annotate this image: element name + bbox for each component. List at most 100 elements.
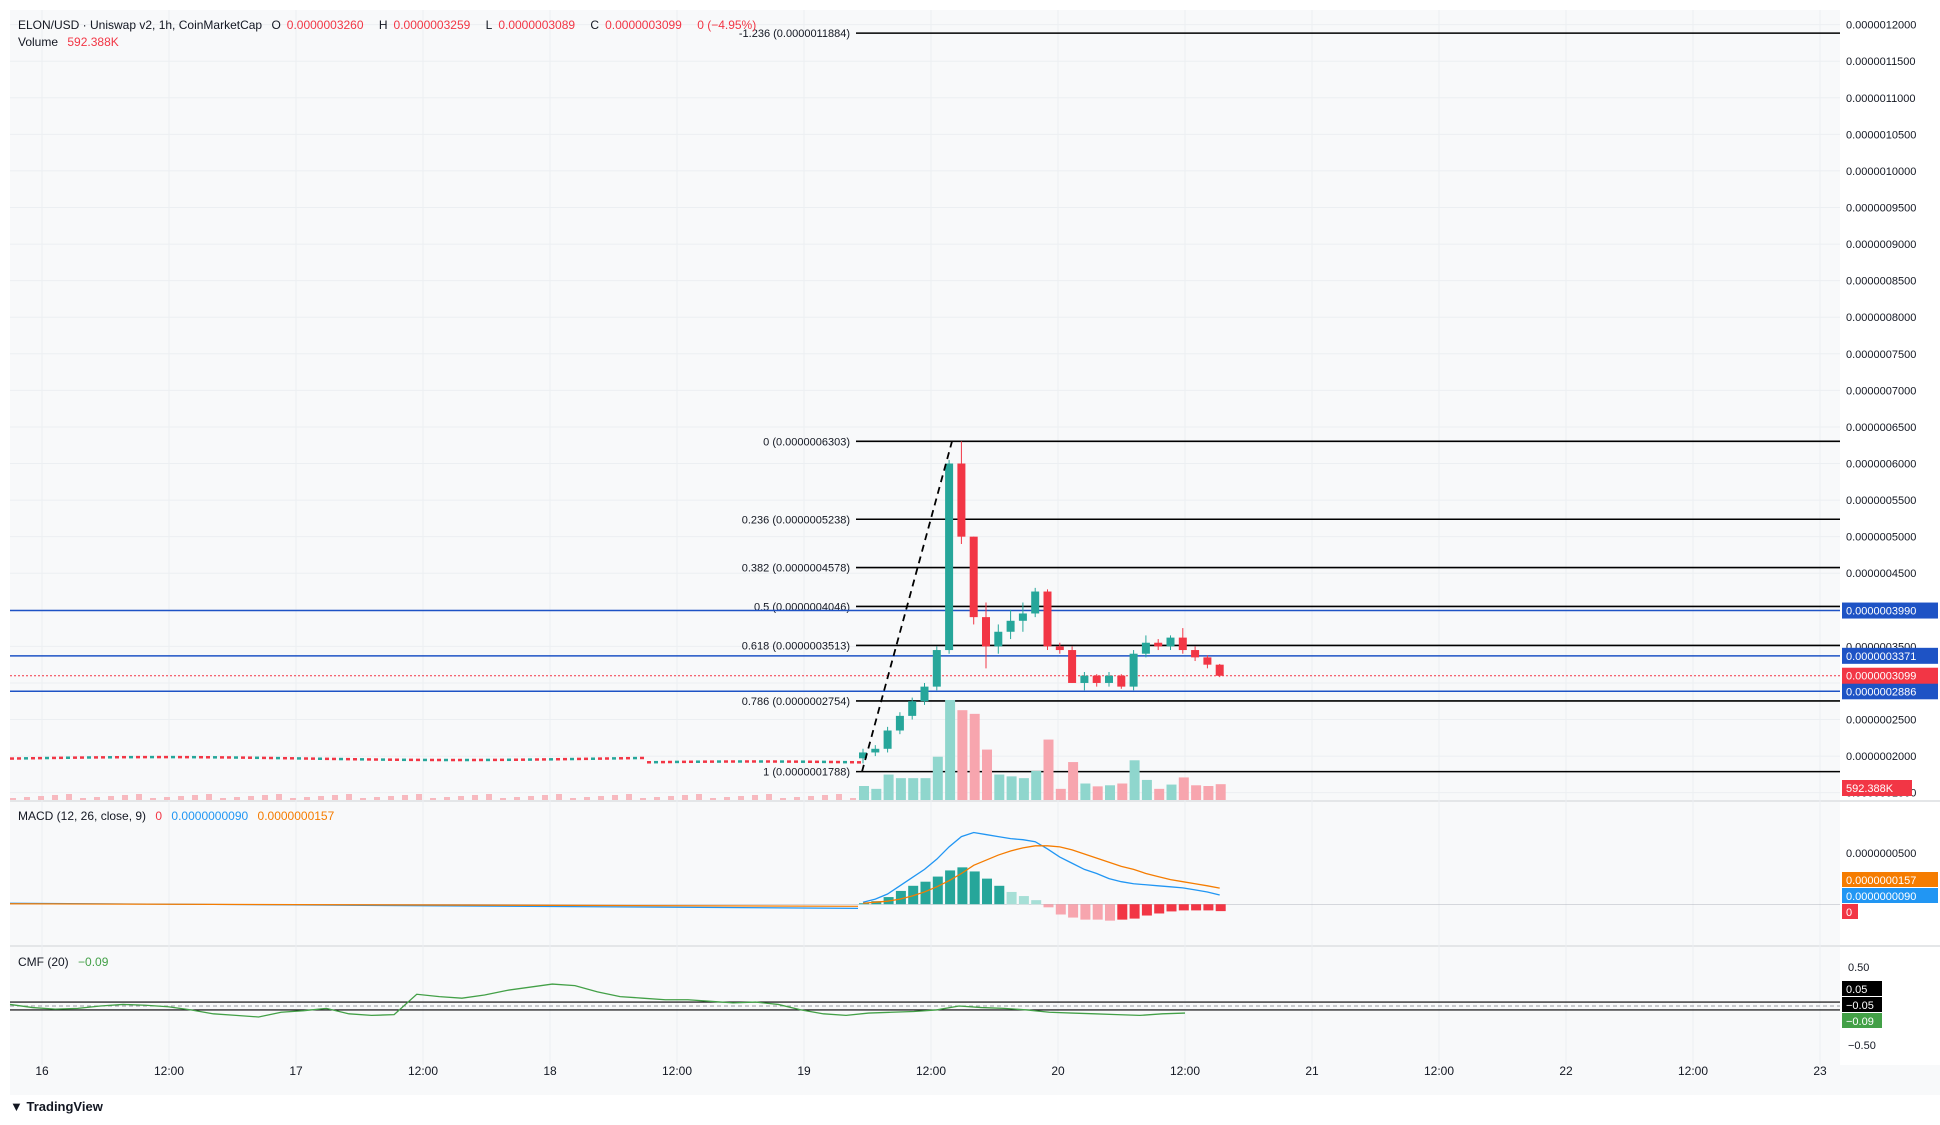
y-tick-label: 0.0000009000 <box>1846 239 1916 251</box>
volume-bar <box>780 798 786 800</box>
candle-body <box>945 463 954 651</box>
flat-candle <box>52 756 56 760</box>
flat-candle <box>374 758 378 761</box>
volume-bar <box>570 798 576 800</box>
candle-body <box>1154 642 1163 647</box>
macd-legend: MACD (12, 26, close, 9) 0 0.0000000090 0… <box>18 809 340 823</box>
flat-candle <box>640 756 644 760</box>
flat-candle <box>304 757 308 760</box>
x-tick-label: 16 <box>35 1064 49 1078</box>
fib-level-label: 0.382 (0.0000004578) <box>742 563 850 575</box>
flat-candle <box>801 760 805 763</box>
macd-pane-bg <box>10 802 1840 945</box>
y-tick-label: 0.0000010500 <box>1846 129 1916 141</box>
volume-bar <box>640 798 646 800</box>
candle-body <box>969 536 978 618</box>
volume-bar <box>752 795 758 800</box>
macd-histogram-bar <box>1031 900 1042 905</box>
flat-candle <box>843 760 847 764</box>
volume-bar <box>472 795 478 800</box>
volume-bar <box>908 778 919 800</box>
volume-bar <box>80 798 86 800</box>
y-tick-label: 0.0000011500 <box>1846 56 1916 68</box>
price-tag-label: 0.0000002886 <box>1846 686 1916 698</box>
macd-histogram-bar <box>908 885 919 905</box>
flat-candle <box>857 761 861 764</box>
macd-histogram-bar <box>1006 891 1017 905</box>
price-tag-label: 0.0000003371 <box>1846 651 1916 663</box>
volume-bar <box>598 796 604 800</box>
flat-candle <box>360 758 364 761</box>
cmf-value-tag <box>1842 1013 1882 1028</box>
macd-histogram-bar <box>1018 896 1029 905</box>
volume-bar <box>66 794 72 800</box>
flat-candle <box>241 756 245 759</box>
price-tag <box>1842 683 1938 700</box>
volume-bar <box>360 798 366 800</box>
volume-bar <box>1191 785 1202 800</box>
candle-body <box>1043 591 1052 647</box>
fib-level-label: -1.236 (0.0000011884) <box>739 28 850 40</box>
volume-bar <box>1129 760 1140 800</box>
volume-bar <box>150 798 156 800</box>
volume-bar <box>1178 777 1189 800</box>
volume-value: 592.388K <box>67 35 119 49</box>
fib-level-label: 0.786 (0.0000002754) <box>742 696 850 708</box>
volume-bar <box>969 713 980 800</box>
volume-bar <box>402 795 408 800</box>
volume-bar <box>332 795 338 800</box>
flat-candle <box>829 760 833 764</box>
volume-bar <box>994 774 1005 800</box>
flat-candle <box>647 761 651 764</box>
flat-candle <box>388 758 392 761</box>
flat-candle <box>164 755 168 759</box>
volume-tag <box>1842 780 1912 796</box>
macd-histogram-bar <box>1191 904 1202 911</box>
flat-candle <box>584 757 588 761</box>
flat-candle <box>633 756 637 760</box>
macd-value-tag-label: 0 <box>1846 907 1852 919</box>
last-price-tag <box>1842 667 1938 684</box>
cmf-value-tag-label: −0.09 <box>1846 1016 1874 1028</box>
volume-bar <box>982 749 992 800</box>
cmf-value-tag <box>1842 981 1882 996</box>
chart-legend-header: ELON/USD · Uniswap v2, 1h, CoinMarketCap… <box>18 18 762 32</box>
volume-bar <box>38 796 44 800</box>
volume-bar <box>1117 783 1128 800</box>
candle-body <box>883 730 892 749</box>
volume-bar <box>945 700 956 800</box>
cmf-value: −0.09 <box>78 955 109 969</box>
flat-candle <box>206 756 210 759</box>
flat-candle <box>822 760 826 764</box>
candle-body <box>1055 646 1064 651</box>
macd-histogram-bar <box>932 876 943 905</box>
flat-candle <box>192 755 196 759</box>
macd-histogram-bar <box>1080 904 1091 920</box>
flat-candle <box>514 758 518 761</box>
volume-bar <box>430 798 436 800</box>
ohlc-open: O 0.0000003260 <box>271 18 364 32</box>
fib-level-label: 0 (0.0000006303) <box>763 436 850 448</box>
flat-candle <box>752 760 756 763</box>
candle-body <box>1191 650 1200 658</box>
x-tick-label: 20 <box>1051 1064 1065 1078</box>
macd-signal-value: 0.0000000157 <box>257 809 335 823</box>
flat-candle <box>479 758 483 762</box>
macd-histogram-bar <box>1154 904 1165 914</box>
flat-candle <box>780 760 784 763</box>
volume-bar <box>234 797 240 800</box>
tradingview-icon: ▼ <box>10 1099 27 1114</box>
flat-candle <box>542 758 546 761</box>
volume-bar <box>822 795 828 800</box>
candle-body <box>994 631 1003 647</box>
flat-candle <box>703 760 707 763</box>
candle-body <box>1068 650 1077 683</box>
volume-bar <box>542 795 548 800</box>
flat-candle <box>73 756 77 759</box>
y-tick-label: 0.0000004500 <box>1846 568 1916 580</box>
x-tick-label: 12:00 <box>662 1064 692 1078</box>
volume-bar <box>612 795 618 800</box>
flat-candle <box>773 760 777 763</box>
flat-candle <box>150 755 154 759</box>
